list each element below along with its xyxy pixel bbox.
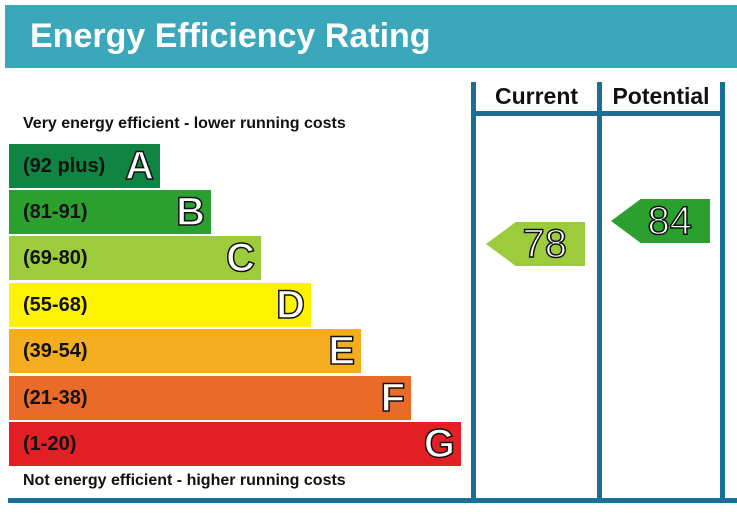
band-range: (55-68) <box>23 294 88 316</box>
column-divider <box>720 82 725 502</box>
band-letter: B <box>175 189 205 235</box>
bottom-note: Not energy efficient - higher running co… <box>23 472 346 489</box>
header-divider <box>471 111 725 116</box>
band-letter: E <box>328 328 356 374</box>
band-range: (92 plus) <box>23 155 106 177</box>
current-header: Current <box>494 83 579 109</box>
band-g: (1-20) G <box>9 421 461 467</box>
band-d: (55-68) D <box>9 282 311 328</box>
potential-header: Potential <box>612 83 710 109</box>
band-letter: C <box>225 235 255 281</box>
band-range: (81-91) <box>23 201 88 223</box>
chart-title: Energy Efficiency Rating <box>5 5 737 68</box>
band-e: (39-54) E <box>9 328 361 374</box>
top-note: Very energy efficient - lower running co… <box>23 115 346 132</box>
potential-rating-arrow: 84 <box>611 199 710 243</box>
current-rating-arrow: 78 <box>486 222 585 266</box>
potential-rating-value: 84 <box>647 199 693 243</box>
band-c: (69-80) C <box>9 235 261 281</box>
band-range: (69-80) <box>23 247 88 269</box>
band-range: (1-20) <box>23 433 77 455</box>
column-divider <box>471 82 476 502</box>
band-letter: D <box>275 282 305 328</box>
bottom-border <box>8 498 737 503</box>
band-b: (81-91) B <box>9 189 211 235</box>
band-letter: A <box>124 143 154 189</box>
band-range: (39-54) <box>23 340 88 362</box>
band-a: (92 plus) A <box>9 143 160 189</box>
current-rating-value: 78 <box>522 222 568 266</box>
band-letter: F <box>380 375 406 421</box>
band-f: (21-38) F <box>9 375 411 421</box>
column-divider <box>597 82 602 502</box>
band-range: (21-38) <box>23 387 88 409</box>
band-letter: G <box>423 421 456 467</box>
